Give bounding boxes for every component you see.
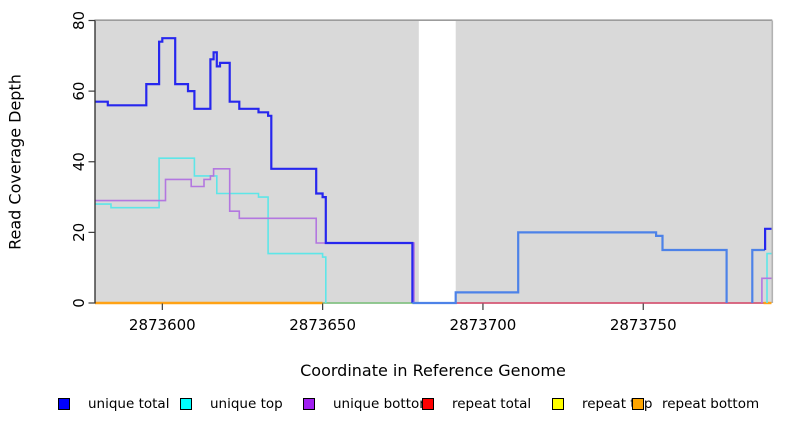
- series-line-unique-total: [764, 227, 772, 250]
- series-line-unique-top: [95, 157, 327, 303]
- legend-label: repeat bottom: [662, 396, 760, 412]
- series-line-unique-bottom: [761, 277, 772, 303]
- legend-label: unique bottom: [333, 396, 433, 412]
- y-tick-label: 60: [70, 82, 88, 101]
- legend-swatch-repeat-bottom: [632, 398, 644, 410]
- series-line-unique-top: [766, 252, 772, 303]
- legend-item-unique-bottom: unique bottom: [303, 396, 432, 412]
- legend-label: unique top: [210, 396, 283, 412]
- legend-swatch-unique-total: [58, 398, 70, 410]
- y-tick-label: 0: [70, 298, 88, 308]
- series-line-unique-total: [95, 37, 414, 303]
- x-axis-title: Coordinate in Reference Genome: [300, 361, 566, 380]
- legend: unique total unique top unique bottom repea…: [0, 396, 792, 418]
- legend-swatch-repeat-total: [422, 398, 434, 410]
- legend-label: repeat total: [452, 396, 532, 412]
- legend-item-repeat-bottom: repeat bottom: [632, 396, 759, 412]
- y-tick-label: 20: [70, 223, 88, 242]
- y-tick-label: 80: [70, 11, 88, 30]
- series-line-unique-bottom: [95, 168, 415, 303]
- legend-swatch-unique-bottom: [303, 398, 315, 410]
- legend-item-unique-total: unique total: [58, 396, 169, 412]
- x-tick-label: 2873700: [450, 316, 517, 334]
- y-tick-label: 40: [70, 152, 88, 171]
- legend-item-unique-top: unique top: [180, 396, 283, 412]
- legend-label: unique total: [88, 396, 170, 412]
- x-tick-label: 2873750: [610, 316, 677, 334]
- legend-swatch-unique-top: [180, 398, 192, 410]
- series-line-unique-total: [751, 248, 766, 303]
- x-tick-label: 2873650: [289, 316, 356, 334]
- legend-item-repeat-total: repeat total: [422, 396, 531, 412]
- legend-swatch-repeat-top: [552, 398, 564, 410]
- x-tick-label: 2873600: [129, 316, 196, 334]
- coverage-gap-band: [418, 20, 456, 303]
- y-axis-title: Read Coverage Depth: [5, 74, 25, 250]
- series-line-unique-total: [412, 231, 728, 305]
